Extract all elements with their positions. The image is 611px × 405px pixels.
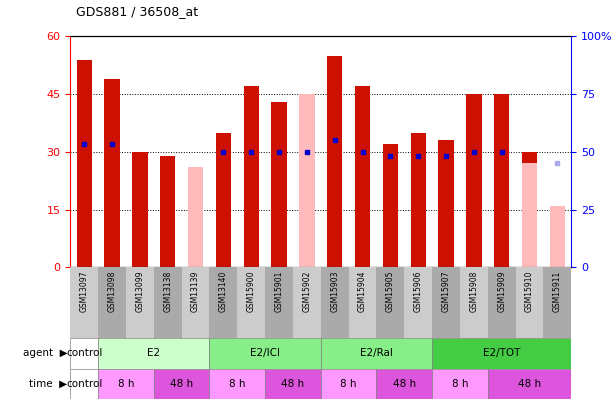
Bar [404,267,432,338]
Bar [104,79,120,267]
Bar [76,60,92,267]
Bar [382,144,398,267]
Text: 8 h: 8 h [340,379,357,389]
Text: 48 h: 48 h [282,379,304,389]
Bar [132,152,147,267]
Bar [188,167,203,267]
Bar [70,338,98,369]
Text: GSM15900: GSM15900 [247,271,255,312]
Text: GSM15910: GSM15910 [525,271,534,312]
Text: time  ▶: time ▶ [29,379,67,389]
Text: GSM15904: GSM15904 [358,271,367,312]
Text: 48 h: 48 h [518,379,541,389]
Text: GSM15911: GSM15911 [553,271,562,312]
Text: 48 h: 48 h [393,379,416,389]
Text: GDS881 / 36508_at: GDS881 / 36508_at [76,5,199,18]
Text: E2: E2 [147,348,160,358]
Bar [522,163,537,267]
Text: agent  ▶: agent ▶ [23,348,67,358]
Bar [244,86,259,267]
Bar [210,267,237,338]
Text: GSM15903: GSM15903 [330,271,339,312]
Bar [210,369,265,399]
Bar [460,267,488,338]
Bar [265,267,293,338]
Bar [411,132,426,267]
Text: 8 h: 8 h [229,379,246,389]
Text: 8 h: 8 h [452,379,468,389]
Bar [293,267,321,338]
Bar [210,338,321,369]
Text: 8 h: 8 h [118,379,134,389]
Bar [321,338,432,369]
Bar [321,267,349,338]
Bar [466,94,481,267]
Text: GSM13097: GSM13097 [79,271,89,312]
Bar [216,132,231,267]
Bar [70,369,98,399]
Text: 48 h: 48 h [170,379,193,389]
Bar [376,267,404,338]
Bar [327,55,342,267]
Text: GSM13140: GSM13140 [219,271,228,312]
Bar [98,338,210,369]
Bar [432,369,488,399]
Bar [494,94,510,267]
Text: E2/Ral: E2/Ral [360,348,393,358]
Text: E2/ICI: E2/ICI [250,348,280,358]
Text: GSM15908: GSM15908 [469,271,478,312]
Bar [488,369,571,399]
Bar [543,267,571,338]
Bar [349,267,376,338]
Bar [432,338,571,369]
Bar [321,369,376,399]
Text: GSM13098: GSM13098 [108,271,117,312]
Bar [550,206,565,267]
Bar [154,369,210,399]
Text: control: control [66,379,103,389]
Bar [522,152,537,267]
Text: GSM13138: GSM13138 [163,271,172,312]
Bar [299,94,315,267]
Bar [376,369,432,399]
Bar [355,86,370,267]
Text: GSM15901: GSM15901 [274,271,284,312]
Bar [432,267,460,338]
Text: GSM15906: GSM15906 [414,271,423,312]
Bar [237,267,265,338]
Bar [438,140,454,267]
Bar [154,267,181,338]
Bar [265,369,321,399]
Bar [488,267,516,338]
Bar [271,102,287,267]
Bar [70,267,98,338]
Bar [126,267,154,338]
Bar [98,267,126,338]
Text: GSM15905: GSM15905 [386,271,395,312]
Text: GSM15902: GSM15902 [302,271,312,312]
Bar [516,267,543,338]
Text: GSM13099: GSM13099 [136,271,144,312]
Text: control: control [66,348,103,358]
Text: GSM13139: GSM13139 [191,271,200,312]
Text: E2/TOT: E2/TOT [483,348,521,358]
Text: GSM15907: GSM15907 [442,271,450,312]
Bar [160,156,175,267]
Bar [98,369,154,399]
Bar [181,267,210,338]
Text: GSM15909: GSM15909 [497,271,506,312]
